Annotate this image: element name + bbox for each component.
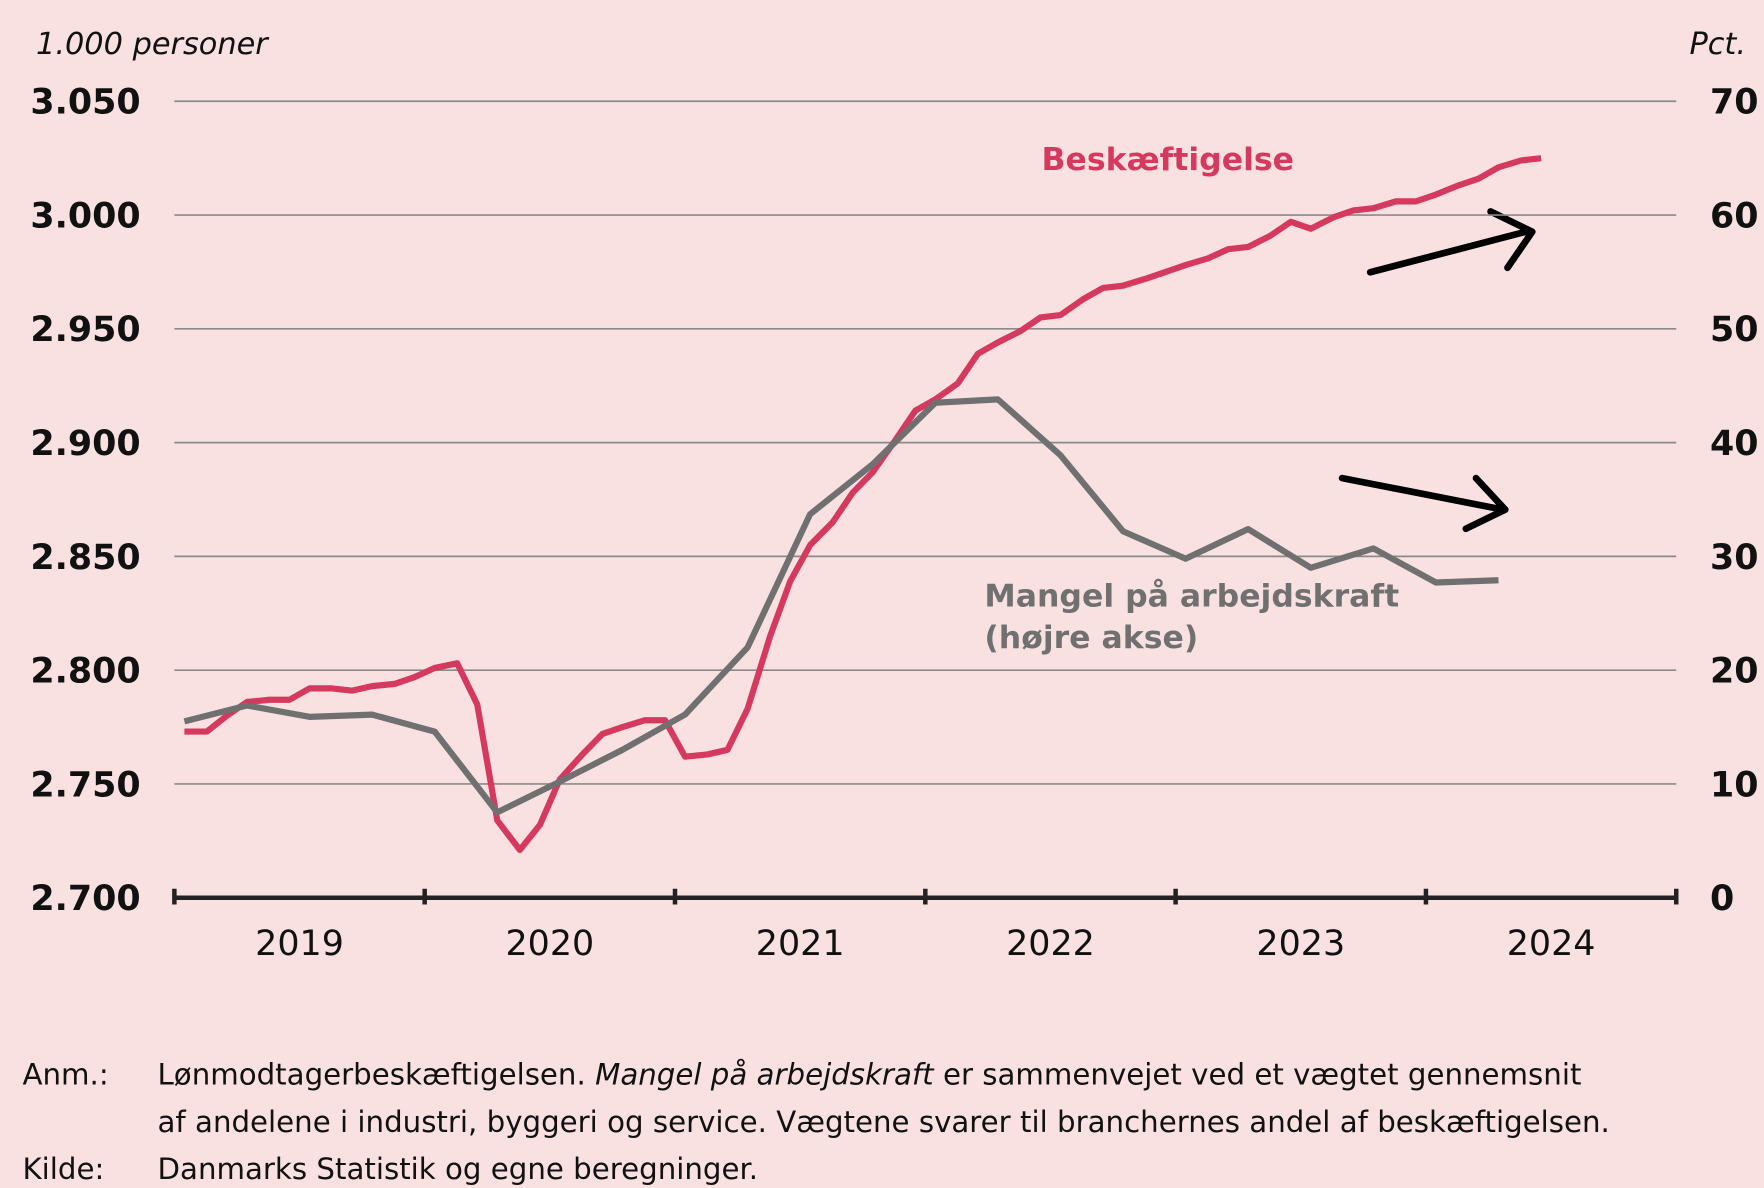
note-span: Danmarks Statistik og egne beregninger. bbox=[158, 1152, 759, 1186]
y2-tick-label: 50 bbox=[1710, 310, 1759, 350]
x-tick-label: 2024 bbox=[1507, 924, 1596, 964]
y2-tick-label: 0 bbox=[1710, 879, 1734, 919]
note-text: Lønmodtagerbeskæftigelsen. Mangel på arb… bbox=[158, 1058, 1582, 1092]
note-text: af andelene i industri, byggeri og servi… bbox=[158, 1105, 1610, 1139]
series-line bbox=[184, 155, 1542, 854]
series-label: Beskæftigelse bbox=[1042, 142, 1294, 178]
y2-tick-label: 70 bbox=[1710, 83, 1759, 123]
y-tick-label: 2.900 bbox=[30, 424, 140, 464]
x-tick-label: 2019 bbox=[255, 924, 344, 964]
y-tick-label: 3.050 bbox=[30, 83, 140, 123]
note-label: Anm.: bbox=[23, 1058, 109, 1092]
series-line bbox=[183, 396, 1499, 816]
note-text: Danmarks Statistik og egne beregninger. bbox=[158, 1152, 759, 1186]
y2-tick-label: 20 bbox=[1710, 652, 1759, 692]
y2-tick-label: 30 bbox=[1710, 538, 1759, 578]
y-tick-label: 2.950 bbox=[30, 310, 140, 350]
note-span: Lønmodtagerbeskæftigelsen. bbox=[158, 1058, 596, 1092]
x-tick-label: 2023 bbox=[1256, 924, 1345, 964]
x-tick-label: 2020 bbox=[505, 924, 594, 964]
note-label: Kilde: bbox=[23, 1152, 105, 1186]
y-tick-label: 3.000 bbox=[30, 196, 140, 236]
x-tick-label: 2022 bbox=[1006, 924, 1095, 964]
arrow bbox=[1366, 208, 1536, 276]
y-axis-label: 1.000 personer bbox=[36, 27, 270, 62]
arrows bbox=[1338, 208, 1536, 533]
note-span: er sammenvejet ved et vægtet gennemsnit bbox=[934, 1058, 1582, 1092]
series-label: Mangel på arbejdskraft bbox=[984, 577, 1399, 614]
y2-tick-label: 40 bbox=[1710, 424, 1759, 464]
y2-tick-label: 10 bbox=[1710, 765, 1759, 805]
y-tick-label: 2.700 bbox=[30, 879, 140, 919]
y2-axis-label: Pct. bbox=[1689, 27, 1746, 62]
series-label: (højre akse) bbox=[984, 620, 1198, 656]
y-tick-label: 2.850 bbox=[30, 538, 140, 578]
y-tick-label: 2.800 bbox=[30, 652, 140, 692]
note-span: af andelene i industri, byggeri og servi… bbox=[158, 1105, 1610, 1139]
note-span: Mangel på arbejdskraft bbox=[595, 1058, 935, 1092]
y2-tick-label: 60 bbox=[1710, 196, 1759, 236]
arrow bbox=[1338, 474, 1509, 533]
y-tick-label: 2.750 bbox=[30, 765, 140, 805]
x-tick-label: 2021 bbox=[756, 924, 845, 964]
